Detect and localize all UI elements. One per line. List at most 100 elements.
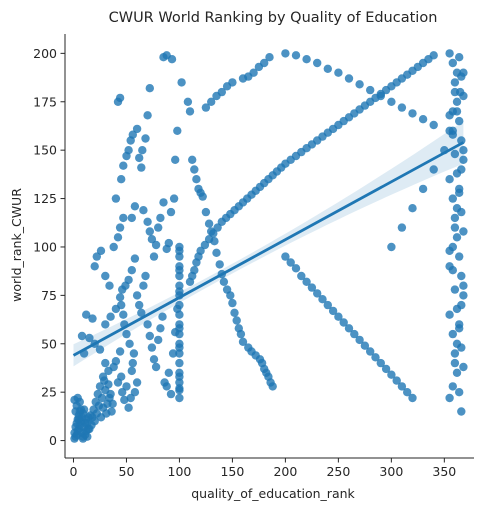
data-point: [355, 80, 364, 89]
data-point: [207, 97, 216, 107]
data-point: [334, 68, 343, 77]
data-point: [166, 389, 176, 399]
data-point: [124, 146, 133, 155]
data-point: [445, 49, 454, 58]
data-point: [108, 399, 117, 408]
data-point: [204, 235, 214, 244]
data-point: [448, 329, 457, 339]
data-point: [387, 370, 396, 379]
data-point: [111, 357, 121, 366]
data-point: [260, 58, 269, 68]
data-point: [175, 300, 184, 310]
data-point: [232, 316, 241, 325]
data-point: [450, 285, 460, 294]
data-point: [228, 78, 237, 87]
data-point: [459, 146, 468, 155]
data-point: [175, 310, 184, 319]
chart-title: CWUR World Ranking by Quality of Educati…: [109, 10, 438, 26]
data-point: [448, 266, 457, 275]
data-point: [141, 134, 150, 143]
data-point: [169, 194, 179, 203]
data-point: [85, 333, 94, 343]
x-tick-label: 200: [273, 464, 297, 479]
data-point: [429, 165, 438, 174]
data-point: [387, 97, 396, 107]
data-point: [125, 339, 134, 348]
data-point: [219, 277, 229, 286]
y-tick-label: 100: [33, 239, 57, 254]
data-point: [77, 331, 87, 341]
data-point: [74, 415, 84, 424]
data-point: [122, 329, 131, 339]
data-point: [200, 240, 210, 250]
data-point: [106, 389, 115, 399]
data-point: [213, 223, 222, 232]
data-point: [286, 258, 295, 267]
data-point: [129, 349, 139, 358]
data-point: [457, 343, 466, 352]
x-axis-title: quality_of_education_rank: [191, 486, 355, 501]
confidence-band: [73, 121, 464, 367]
data-point: [457, 407, 466, 416]
data-point: [70, 395, 79, 405]
data-point: [183, 97, 193, 107]
data-point: [196, 246, 205, 255]
data-point: [201, 103, 211, 112]
data-point: [459, 91, 468, 101]
data-point: [151, 240, 161, 250]
data-point: [198, 192, 207, 201]
data-point: [190, 165, 199, 174]
data-point: [175, 271, 184, 281]
data-point: [452, 97, 462, 107]
x-tick-label: 0: [70, 464, 78, 479]
data-point: [143, 217, 152, 226]
data-point: [268, 382, 277, 391]
data-point: [455, 252, 464, 261]
data-point: [127, 213, 136, 223]
data-point: [139, 281, 148, 290]
data-point: [127, 366, 136, 376]
data-point: [119, 310, 128, 319]
data-point: [445, 175, 454, 184]
data-point: [217, 87, 226, 97]
data-point: [149, 252, 159, 261]
data-point: [105, 281, 114, 290]
data-point: [111, 194, 121, 203]
data-point: [122, 382, 131, 391]
data-point: [215, 260, 224, 269]
data-point: [408, 109, 417, 118]
data-point: [117, 175, 126, 184]
data-point: [138, 146, 147, 155]
data-point: [115, 93, 125, 103]
x-tick-label: 50: [119, 464, 135, 479]
data-point: [450, 358, 460, 368]
data-point: [457, 207, 466, 217]
data-point: [104, 380, 113, 389]
data-point: [334, 312, 343, 321]
data-point: [445, 310, 454, 319]
data-point: [119, 213, 128, 223]
data-point: [115, 293, 125, 302]
x-tick-label: 100: [168, 464, 192, 479]
data-point: [392, 376, 401, 385]
data-point: [111, 304, 121, 314]
x-tick-label: 250: [326, 464, 350, 479]
data-point: [450, 213, 460, 223]
data-point: [127, 266, 136, 275]
data-point: [459, 155, 468, 164]
data-point: [135, 153, 144, 163]
data-point: [130, 388, 140, 397]
data-point: [450, 349, 460, 358]
data-point: [397, 103, 407, 112]
data-point: [236, 329, 246, 339]
data-point: [291, 264, 301, 273]
regression-line-path: [72, 141, 465, 357]
data-point: [238, 337, 248, 346]
data-point: [175, 246, 184, 255]
data-point: [156, 324, 165, 333]
axes: 0 50 100 150 200 250 300 350 0 25 50 75 100 125 150 175…: [33, 34, 474, 479]
data-point: [452, 304, 462, 314]
data-point: [313, 58, 322, 68]
data-point: [175, 324, 184, 333]
